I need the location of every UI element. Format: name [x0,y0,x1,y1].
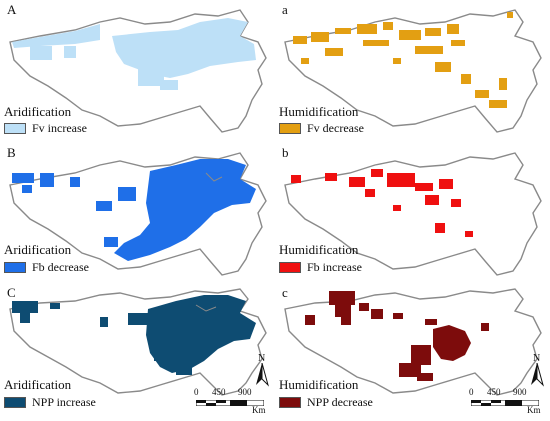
map-fv-decrease [284,9,542,133]
legend-entry: Fv increase [4,121,87,136]
map-fb-decrease [9,152,267,276]
map-npp-decrease [284,288,542,396]
category-title: Humidification [279,104,359,119]
panel-A: A Aridification Fv increase [0,0,275,138]
category-title: Humidification [279,377,359,392]
legend-entry: NPP decrease [279,395,373,410]
legend-swatch [4,262,26,273]
north-arrow: N [527,353,547,387]
panel-letter: B [7,145,16,160]
scale-tick-label: 900 [513,387,527,397]
scale-unit: Km [252,405,266,415]
scale-bar-graphic [196,400,264,406]
scale-bar: 0 450 900 Km [192,387,274,417]
panel-B: B Aridification Fb decrease [0,143,275,281]
legend-entry: NPP increase [4,395,96,410]
panel-letter: b [282,145,289,160]
panel-a: a Humidification Fv decrease [275,0,550,138]
map-npp-increase [9,288,267,396]
legend-swatch [279,397,301,408]
legend-swatch [4,397,26,408]
north-arrow-icon [531,363,544,387]
legend-label: NPP increase [32,395,96,409]
legend-label: Fb increase [307,260,362,274]
legend-entry: Fv decrease [279,121,364,136]
scale-tick-label: 450 [212,387,226,397]
map-fb-increase [284,152,542,276]
north-arrow: N [252,353,272,387]
scale-tick-label: 900 [238,387,252,397]
legend-label: NPP decrease [307,395,373,409]
legend-swatch [279,262,301,273]
map-fv-increase [9,9,267,133]
panel-C: C Aridification NPP increase N 0 450 900… [0,283,275,421]
category-title: Aridification [4,242,72,257]
panel-b: b Humidification Fb increase [275,143,550,281]
scale-tick-label: 0 [194,387,199,397]
scale-bar: 0 450 900 Km [467,387,549,417]
panel-letter: c [282,285,288,300]
category-title: Aridification [4,104,72,119]
category-title: Aridification [4,377,72,392]
legend-label: Fv increase [32,121,87,135]
scale-bar-graphic [471,400,539,406]
panel-letter: C [7,285,16,300]
legend-swatch [279,123,301,134]
legend-label: Fb decrease [32,260,89,274]
north-arrow-icon [256,363,269,387]
legend-entry: Fb increase [279,260,362,275]
north-label: N [258,353,266,364]
scale-tick-label: 0 [469,387,474,397]
scale-tick-label: 450 [487,387,501,397]
legend-label: Fv decrease [307,121,364,135]
panel-letter: a [282,2,288,17]
legend-entry: Fb decrease [4,260,89,275]
legend-swatch [4,123,26,134]
north-label: N [533,353,541,364]
category-title: Humidification [279,242,359,257]
panel-letter: A [7,2,17,17]
scale-unit: Km [527,405,541,415]
panel-c: c Humidification NPP decrease N 0 450 90… [275,283,550,421]
